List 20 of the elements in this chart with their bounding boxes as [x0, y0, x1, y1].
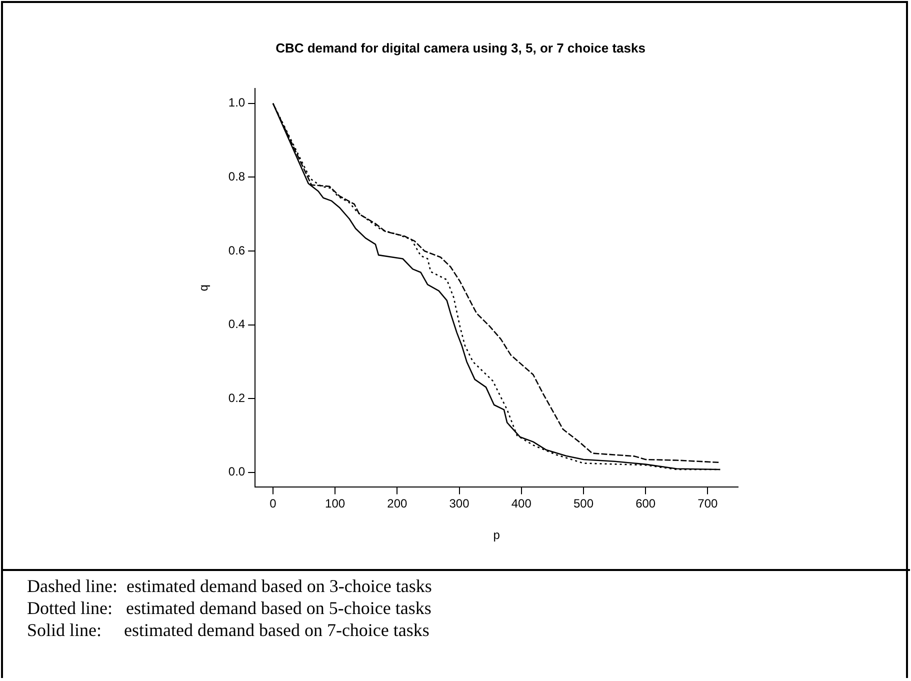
y-tick-label: 0.4 [228, 317, 246, 332]
y-axis-title: q [196, 284, 211, 292]
text: Dotted line: estimated demand based on 5-choice tasks [27, 597, 432, 619]
x-tick-label: 400 [511, 496, 532, 511]
y-tick-label: 0.8 [228, 169, 246, 184]
x-tick-label: 0 [270, 496, 277, 511]
x-tick-label: 200 [387, 496, 408, 511]
y-tick-label: 0.6 [228, 243, 246, 258]
y-tick-label: 0.2 [228, 390, 246, 405]
y-tick-label: 1.0 [228, 96, 246, 110]
x-tick-label: 300 [449, 496, 470, 511]
text: Solid line: estimated demand based on 7-choice tasks [27, 619, 430, 641]
x-tick-label: 700 [698, 496, 718, 511]
x-axis-title: p [493, 528, 500, 542]
y-tick-label: 0.0 [228, 464, 246, 479]
x-tick-label: 500 [573, 496, 594, 511]
chart-title: CBC demand for digital camera using 3, 5, or 7 choice tasks [276, 40, 646, 56]
x-tick-label: 100 [325, 496, 346, 511]
text: Dashed line: estimated demand based on 3-choice tasks [27, 575, 433, 597]
x-tick-label: 600 [636, 496, 656, 511]
